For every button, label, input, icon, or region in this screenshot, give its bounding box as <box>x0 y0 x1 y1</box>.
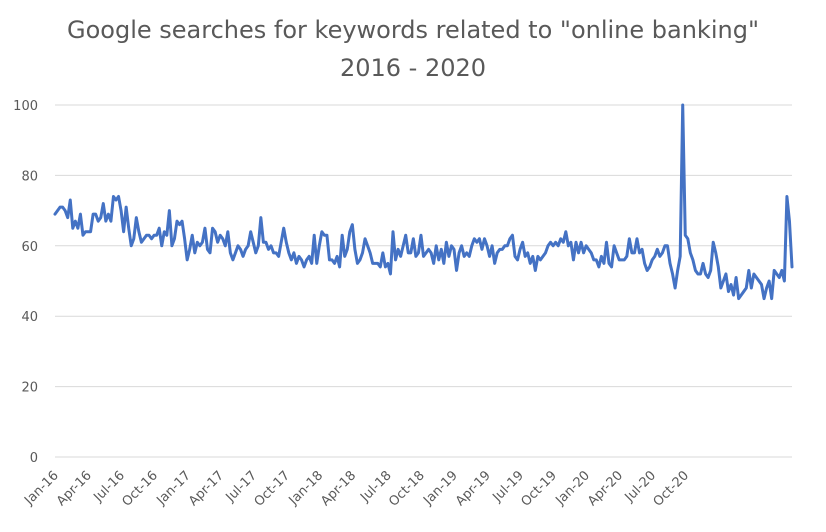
chart-title: Google searches for keywords related to … <box>67 16 759 44</box>
x-tick-label: Apr-17 <box>186 468 227 509</box>
x-tick-label: Apr-20 <box>585 468 626 509</box>
x-tick-label: Jan-19 <box>420 468 461 509</box>
y-tick-label: 40 <box>21 310 38 325</box>
y-tick-label: 80 <box>21 169 38 184</box>
chart-subtitle: 2016 - 2020 <box>339 54 487 82</box>
x-tick-label: Oct-17 <box>252 468 294 510</box>
y-tick-label: 20 <box>21 381 38 396</box>
x-tick-label: Jan-16 <box>21 468 62 509</box>
x-tick-label: Apr-18 <box>318 468 359 509</box>
x-tick-label: Jan-17 <box>153 468 194 509</box>
x-tick-label: Oct-20 <box>651 468 693 510</box>
x-tick-label: Jan-20 <box>552 468 593 509</box>
x-tick-label: Apr-16 <box>54 468 95 509</box>
x-tick-label: Oct-16 <box>119 468 161 510</box>
y-tick-label: 60 <box>21 240 38 255</box>
y-tick-label: 100 <box>13 99 38 114</box>
x-tick-label: Oct-18 <box>386 468 428 510</box>
x-tick-label: Jan-18 <box>286 468 327 509</box>
x-tick-label: Apr-19 <box>453 468 494 509</box>
y-tick-label: 0 <box>30 451 38 466</box>
x-tick-label: Oct-19 <box>518 468 560 510</box>
series-line <box>53 103 794 301</box>
